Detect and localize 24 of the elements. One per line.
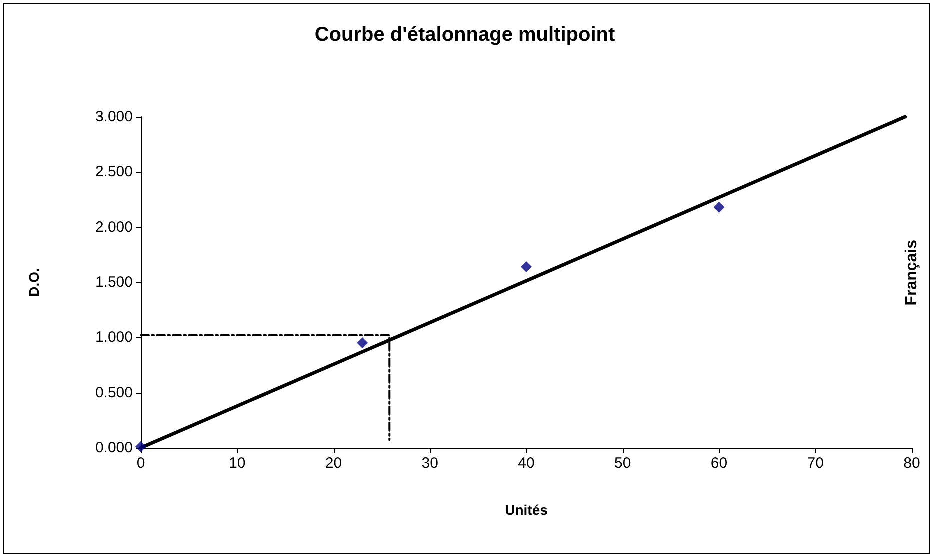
y-tick-label: 2.000	[95, 218, 133, 236]
point	[714, 202, 725, 213]
y-tick-label: 0.500	[95, 384, 133, 402]
point	[521, 262, 532, 273]
y-tick-label: 3.000	[95, 108, 133, 126]
y-axis-title: D.O.	[26, 268, 42, 297]
y-tick-label: 2.500	[95, 164, 133, 181]
x-tick-label: 20	[325, 455, 342, 472]
x-axis-title: Unités	[505, 502, 548, 518]
y-tick-label: 0.000	[95, 440, 133, 456]
y-tick-label: 1.000	[95, 329, 133, 346]
x-tick-label: 80	[904, 455, 920, 472]
annotation: Français	[904, 240, 920, 306]
y-tick-label: 1.500	[95, 274, 133, 291]
point	[357, 338, 368, 349]
x-tick-label: 40	[518, 455, 535, 472]
x-tick-label: 0	[136, 455, 146, 472]
x-tick-label: 70	[807, 455, 824, 472]
point	[136, 441, 146, 452]
chart-title: Courbe d'étalonnage multipoint	[314, 24, 616, 46]
x-tick-label: 10	[229, 455, 246, 472]
x-tick-label: 50	[614, 455, 632, 472]
x-tick-label: 30	[422, 455, 438, 472]
x-tick-label: 60	[710, 455, 728, 472]
